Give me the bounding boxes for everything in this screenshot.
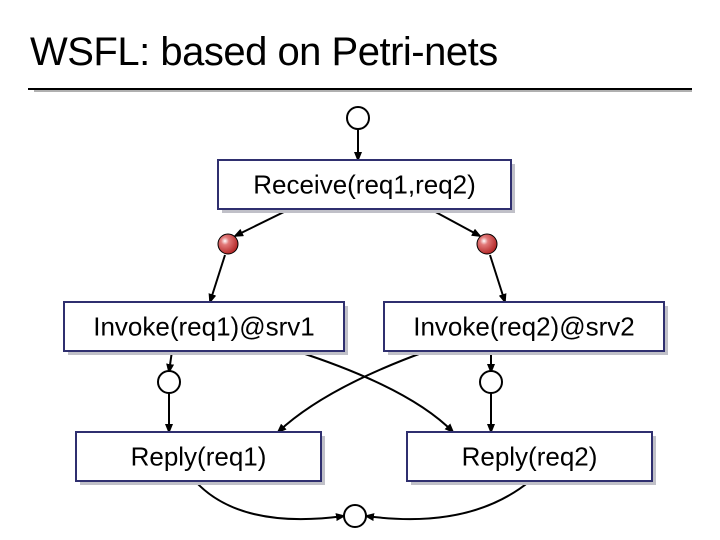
place-p0 <box>347 107 369 129</box>
place-p2r <box>480 371 502 393</box>
transition-label-reply1: Reply(req1) <box>131 441 267 471</box>
arc <box>366 481 530 519</box>
arc <box>195 481 344 519</box>
arc <box>235 209 290 236</box>
place-p1r <box>477 234 497 254</box>
arc <box>210 255 225 302</box>
arc <box>278 351 427 432</box>
arc <box>296 351 453 432</box>
place-p1l <box>218 234 238 254</box>
transition-label-receive: Receive(req1,req2) <box>253 169 476 199</box>
place-p2l <box>158 371 180 393</box>
transition-label-invoke2: Invoke(req2)@srv2 <box>413 311 634 341</box>
transition-label-invoke1: Invoke(req1)@srv1 <box>93 311 314 341</box>
arc <box>430 209 480 236</box>
transition-label-reply2: Reply(req2) <box>462 441 598 471</box>
place-p3 <box>344 505 366 527</box>
arc <box>490 255 505 302</box>
petri-net-diagram: Receive(req1,req2) Invoke(req1)@srv1 Invok… <box>0 0 720 540</box>
